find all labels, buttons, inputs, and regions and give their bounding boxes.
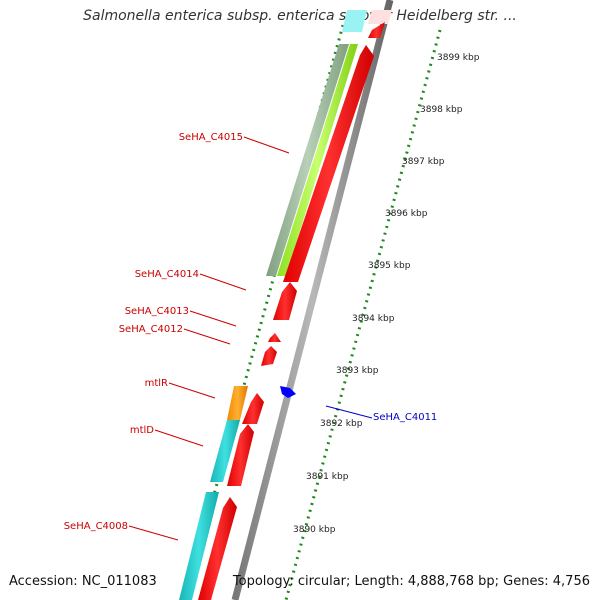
mtlr-orange-feature (227, 386, 248, 420)
top-red-tip (368, 22, 385, 38)
gene-label: SeHA_C4012 (119, 324, 183, 335)
ruler-tick-label: 3894 kbp (352, 314, 395, 324)
gene-leader-line (128, 525, 179, 541)
accession-label: Accession: NC_011083 (9, 574, 157, 589)
gene-label: mtlR (145, 378, 168, 389)
gene-label: mtlD (130, 425, 154, 436)
ruler-tick-label: 3898 kbp (420, 105, 463, 115)
ruler-line (284, 29, 442, 600)
gene-arrow-seha-c4014 (273, 282, 297, 320)
gene-label: SeHA_C4008 (64, 521, 128, 532)
gene-leader-line (183, 328, 231, 345)
gene-label: SeHA_C4013 (125, 306, 189, 317)
top-faint-feature (342, 10, 367, 32)
gene-arrow-seha-c4011 (280, 386, 296, 398)
gene-arrow-mtld (227, 424, 254, 486)
gene-leader-line (168, 382, 216, 399)
gene-leader-line (325, 405, 373, 419)
gene-arrow-seha-c4015 (283, 45, 374, 282)
gene-arrow-mtlr (242, 393, 264, 424)
ruler-tick-label: 3893 kbp (336, 366, 379, 376)
gene-leader-line (189, 310, 237, 327)
gray-feature (266, 44, 349, 276)
gene-leader-line (199, 273, 247, 291)
ruler-tick-label: 3897 kbp (402, 157, 445, 167)
gene-arrow-seha-c4008 (198, 497, 237, 600)
ruler-tick-label: 3899 kbp (437, 53, 480, 63)
gene-label: SeHA_C4014 (135, 269, 199, 280)
ruler-tick-label: 3891 kbp (306, 472, 349, 482)
map-title: Salmonella enterica subsp. enterica sero… (83, 8, 517, 24)
ruler-tick-label: 3892 kbp (320, 419, 363, 429)
gene-arrow-seha-c4013 (268, 333, 281, 342)
gene-label: SeHA_C4011 (373, 412, 437, 423)
ruler-tick-label: 3890 kbp (293, 525, 336, 535)
topology-label: Topology: circular; Length: 4,888,768 bp… (232, 574, 590, 589)
gene-leader-line (243, 136, 290, 154)
backbone (231, 0, 394, 600)
ruler-tick-label: 3896 kbp (385, 209, 428, 219)
gene-label: SeHA_C4015 (179, 132, 243, 143)
ruler-tick-label: 3895 kbp (368, 261, 411, 271)
gene-arrow-seha-c4012 (261, 346, 277, 366)
mtld-teal-feature (210, 420, 240, 482)
lime-feature (277, 44, 358, 276)
c4008-teal-feature (179, 492, 219, 600)
gene-leader-line (154, 429, 204, 447)
top-faint-feature (368, 10, 392, 24)
